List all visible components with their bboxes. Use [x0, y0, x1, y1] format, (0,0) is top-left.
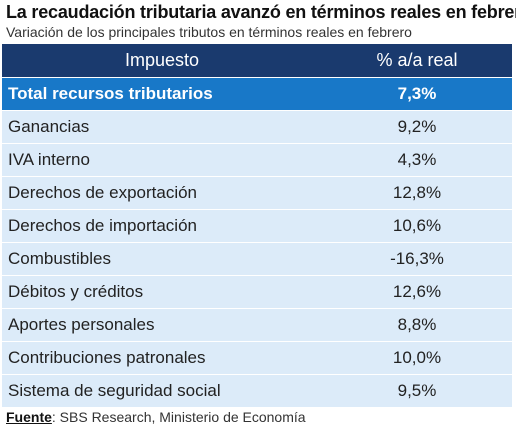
page-subtitle: Variación de los principales tributos en…: [6, 24, 412, 40]
table-header-row: Impuesto % a/a real: [2, 44, 512, 78]
table-row: Ganancias 9,2%: [2, 110, 512, 144]
tax-table: Impuesto % a/a real Total recursos tribu…: [2, 44, 512, 407]
tax-value: 9,5%: [322, 374, 512, 407]
source-label: Fuente: [6, 409, 52, 425]
tax-name: Contribuciones patronales: [2, 341, 322, 375]
tax-name: Derechos de exportación: [2, 176, 322, 210]
tax-value: 10,0%: [322, 341, 512, 375]
column-header-tax: Impuesto: [2, 44, 322, 78]
table-row: Derechos de exportación 12,8%: [2, 176, 512, 210]
table-row: Sistema de seguridad social 9,5%: [2, 374, 512, 407]
table-row: Aportes personales 8,8%: [2, 308, 512, 342]
tax-name: Combustibles: [2, 242, 322, 276]
total-label: Total recursos tributarios: [2, 77, 322, 111]
table-row: Derechos de importación 10,6%: [2, 209, 512, 243]
tax-name: Débitos y créditos: [2, 275, 322, 309]
tax-value: 8,8%: [322, 308, 512, 342]
source-text: : SBS Research, Ministerio de Economía: [51, 409, 306, 425]
table-row: Débitos y créditos 12,6%: [2, 275, 512, 309]
source-note: Fuente: SBS Research, Ministerio de Econ…: [6, 409, 306, 425]
tax-value: -16,3%: [322, 242, 512, 276]
tax-name: IVA interno: [2, 143, 322, 177]
column-header-real-change: % a/a real: [322, 44, 512, 78]
tax-name: Aportes personales: [2, 308, 322, 342]
tax-value: 12,8%: [322, 176, 512, 210]
tax-value: 10,6%: [322, 209, 512, 243]
tax-name: Sistema de seguridad social: [2, 374, 322, 407]
total-value: 7,3%: [322, 77, 512, 111]
tax-name: Derechos de importación: [2, 209, 322, 243]
tax-name: Ganancias: [2, 110, 322, 144]
tax-value: 12,6%: [322, 275, 512, 309]
tax-value: 9,2%: [322, 110, 512, 144]
tax-value: 4,3%: [322, 143, 512, 177]
table-row-total: Total recursos tributarios 7,3%: [2, 77, 512, 111]
table-row: IVA interno 4,3%: [2, 143, 512, 177]
page-title: La recaudación tributaria avanzó en térm…: [6, 2, 516, 22]
table-row: Contribuciones patronales 10,0%: [2, 341, 512, 375]
table-row: Combustibles -16,3%: [2, 242, 512, 276]
